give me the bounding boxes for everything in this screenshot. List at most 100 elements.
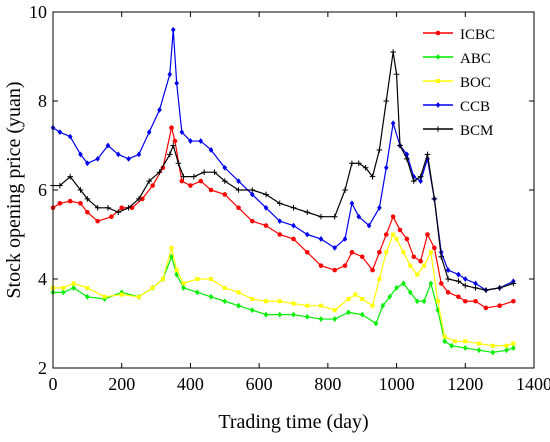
data-point bbox=[95, 155, 100, 162]
data-point bbox=[304, 231, 310, 238]
data-point bbox=[349, 250, 355, 255]
data-point bbox=[497, 303, 502, 309]
data-point bbox=[376, 147, 383, 153]
legend-item-boc: BOC bbox=[423, 75, 491, 91]
data-point bbox=[222, 192, 228, 197]
data-point bbox=[198, 178, 204, 184]
data-point bbox=[390, 214, 396, 219]
data-point bbox=[78, 201, 83, 206]
data-point bbox=[263, 311, 269, 318]
data-point bbox=[170, 26, 176, 33]
data-point bbox=[318, 316, 324, 322]
data-point bbox=[359, 254, 365, 260]
data-point bbox=[404, 156, 410, 162]
data-point bbox=[198, 138, 204, 144]
data-point bbox=[435, 307, 441, 314]
data-point bbox=[355, 160, 362, 167]
data-point bbox=[150, 285, 155, 290]
data-point bbox=[263, 204, 269, 211]
data-point bbox=[483, 287, 489, 293]
data-point bbox=[263, 191, 269, 198]
data-point bbox=[85, 293, 90, 300]
data-point bbox=[397, 142, 403, 149]
data-point bbox=[95, 218, 100, 224]
data-point bbox=[462, 276, 468, 282]
series-boc bbox=[51, 232, 516, 348]
data-point bbox=[109, 214, 114, 219]
series-bcm bbox=[50, 49, 517, 293]
data-point bbox=[209, 277, 214, 281]
data-point bbox=[362, 164, 369, 171]
data-point bbox=[411, 254, 417, 260]
data-point bbox=[473, 298, 478, 304]
data-point bbox=[383, 98, 390, 104]
data-point bbox=[455, 278, 462, 285]
data-point bbox=[477, 341, 482, 346]
y-tick-label: 2 bbox=[38, 358, 47, 378]
data-point bbox=[169, 125, 174, 130]
data-point bbox=[349, 160, 355, 167]
data-point bbox=[425, 232, 430, 237]
data-point bbox=[438, 253, 445, 260]
data-point bbox=[373, 320, 379, 327]
data-point bbox=[236, 205, 241, 211]
data-point bbox=[276, 200, 283, 207]
data-point bbox=[126, 155, 131, 162]
data-point bbox=[483, 305, 489, 311]
data-point bbox=[235, 187, 242, 193]
data-point bbox=[342, 263, 348, 268]
data-point bbox=[208, 293, 214, 300]
data-point bbox=[415, 272, 420, 277]
data-point bbox=[318, 263, 324, 268]
data-point bbox=[370, 303, 375, 308]
data-point bbox=[435, 126, 441, 132]
data-point bbox=[78, 151, 83, 158]
data-point bbox=[438, 281, 444, 286]
data-point bbox=[208, 187, 214, 193]
data-point bbox=[84, 196, 91, 202]
data-point bbox=[332, 308, 337, 313]
y-tick-label: 10 bbox=[29, 2, 47, 22]
data-point bbox=[170, 142, 177, 149]
x-tick-label: 800 bbox=[314, 374, 341, 394]
data-point bbox=[353, 292, 358, 297]
data-point bbox=[394, 285, 399, 291]
x-tick-label: 600 bbox=[246, 374, 273, 394]
data-point bbox=[249, 187, 256, 193]
data-point bbox=[418, 178, 423, 184]
data-point bbox=[291, 236, 296, 242]
data-point bbox=[462, 345, 468, 351]
data-point bbox=[304, 250, 310, 255]
data-point bbox=[442, 334, 447, 339]
data-point bbox=[277, 299, 282, 304]
data-point bbox=[370, 267, 375, 273]
data-point bbox=[61, 285, 66, 290]
data-point bbox=[188, 183, 193, 188]
data-point bbox=[195, 289, 200, 296]
data-point bbox=[290, 205, 297, 211]
legend: ICBC ABC BOC CCB BCM bbox=[423, 27, 495, 139]
data-point bbox=[366, 222, 372, 229]
data-point bbox=[435, 299, 440, 304]
data-point bbox=[452, 339, 457, 344]
data-point bbox=[422, 263, 427, 268]
data-point bbox=[129, 205, 135, 211]
data-point bbox=[57, 182, 63, 189]
legend-label: CCB bbox=[460, 99, 490, 115]
data-point bbox=[222, 298, 228, 305]
data-point bbox=[360, 297, 365, 302]
data-point bbox=[181, 285, 186, 291]
data-point bbox=[249, 218, 255, 224]
data-point bbox=[490, 349, 496, 356]
x-axis-label: Trading time (day) bbox=[218, 411, 368, 433]
data-point bbox=[380, 302, 386, 309]
data-point bbox=[136, 196, 142, 202]
data-point bbox=[331, 213, 338, 220]
data-point bbox=[417, 173, 424, 180]
data-point bbox=[428, 250, 433, 255]
data-point bbox=[318, 236, 324, 242]
data-point bbox=[277, 218, 283, 225]
data-point bbox=[511, 298, 516, 304]
data-point bbox=[342, 187, 348, 193]
data-point bbox=[61, 289, 66, 296]
